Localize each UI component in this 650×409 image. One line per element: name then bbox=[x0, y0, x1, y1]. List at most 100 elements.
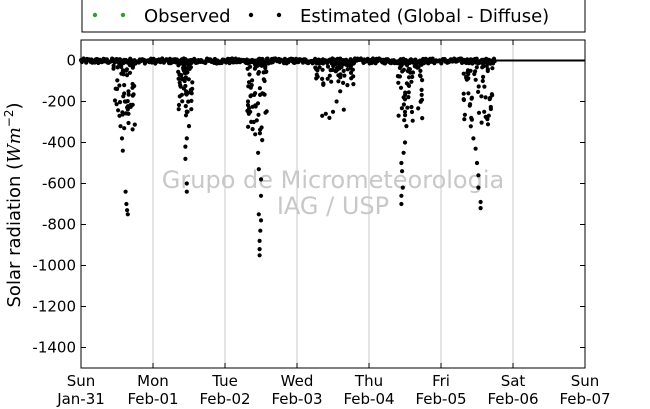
data-point bbox=[418, 74, 423, 79]
x-grid bbox=[152, 40, 514, 368]
data-point bbox=[259, 63, 264, 68]
data-point bbox=[418, 99, 423, 104]
data-point bbox=[473, 146, 478, 151]
data-point bbox=[176, 63, 181, 68]
data-point bbox=[396, 80, 401, 85]
data-point bbox=[462, 112, 467, 117]
data-point bbox=[245, 99, 251, 104]
data-point bbox=[176, 102, 182, 108]
data-point bbox=[349, 62, 354, 67]
data-point bbox=[119, 136, 125, 141]
data-point bbox=[461, 71, 466, 76]
data-point bbox=[408, 70, 413, 75]
data-point bbox=[300, 60, 306, 65]
data-point bbox=[120, 68, 125, 73]
data-point bbox=[250, 104, 255, 109]
data-point bbox=[132, 83, 137, 89]
data-point bbox=[401, 67, 406, 72]
x-tick-label-day: Fri bbox=[432, 372, 450, 390]
data-point bbox=[124, 73, 130, 78]
data-point bbox=[256, 70, 261, 75]
data-point bbox=[348, 66, 353, 71]
data-point bbox=[396, 74, 401, 79]
x-tick-label-day: Wed bbox=[281, 372, 314, 390]
data-point bbox=[313, 65, 318, 70]
data-point bbox=[258, 193, 264, 198]
data-point bbox=[419, 87, 424, 92]
x-tick-label-day: Tue bbox=[211, 372, 238, 390]
data-point bbox=[467, 103, 472, 108]
data-point bbox=[482, 84, 487, 89]
data-point bbox=[120, 148, 125, 153]
data-point bbox=[420, 61, 425, 66]
data-point bbox=[126, 120, 131, 126]
data-point bbox=[257, 247, 262, 252]
data-point bbox=[338, 89, 343, 94]
data-point bbox=[473, 77, 478, 82]
data-point bbox=[184, 89, 189, 94]
data-point bbox=[248, 109, 253, 114]
data-point bbox=[410, 118, 415, 123]
data-point bbox=[406, 83, 411, 88]
data-point bbox=[257, 86, 262, 91]
data-point bbox=[176, 76, 181, 81]
data-point bbox=[402, 109, 408, 114]
data-point bbox=[189, 98, 194, 103]
data-point bbox=[400, 185, 405, 190]
legend-marker-estimated-1 bbox=[248, 12, 254, 18]
data-point bbox=[464, 74, 469, 79]
data-point bbox=[399, 193, 404, 198]
y-tick-label: -1000 bbox=[32, 257, 76, 275]
data-point bbox=[184, 92, 189, 97]
data-point bbox=[317, 65, 322, 70]
data-point bbox=[403, 90, 408, 95]
data-point bbox=[402, 140, 408, 145]
x-tick-label-day: Sat bbox=[501, 372, 526, 390]
data-point bbox=[325, 64, 331, 69]
data-point bbox=[248, 85, 253, 90]
data-point bbox=[258, 228, 263, 233]
data-point bbox=[184, 136, 189, 141]
data-point bbox=[399, 160, 404, 166]
data-point bbox=[127, 70, 133, 75]
data-point bbox=[462, 117, 467, 122]
data-point bbox=[476, 84, 481, 89]
data-point bbox=[317, 61, 322, 66]
data-point bbox=[406, 90, 411, 95]
data-point bbox=[256, 112, 261, 117]
data-point bbox=[124, 67, 129, 72]
data-point bbox=[177, 94, 182, 99]
data-point bbox=[400, 169, 405, 174]
data-point bbox=[349, 76, 354, 81]
data-point bbox=[327, 115, 332, 120]
data-point bbox=[247, 72, 252, 77]
data-point bbox=[405, 105, 410, 110]
data-point bbox=[257, 131, 262, 136]
data-point bbox=[465, 70, 470, 75]
data-point bbox=[479, 120, 484, 125]
data-point bbox=[402, 118, 407, 123]
data-point bbox=[186, 99, 191, 104]
data-point bbox=[183, 144, 188, 149]
data-point bbox=[406, 75, 412, 80]
data-point bbox=[420, 78, 425, 83]
x-tick-label-day: Thu bbox=[354, 372, 383, 390]
x-tick-label-day: Mon bbox=[137, 372, 169, 390]
data-point bbox=[184, 189, 189, 194]
data-point bbox=[488, 104, 493, 110]
y-axis-title: Solar radiation (Wm−2) bbox=[2, 102, 25, 307]
data-point bbox=[398, 85, 404, 90]
data-point bbox=[189, 107, 194, 112]
y-axis: 0 -200 -400 -600 -800 -1000 -1200 -1400 bbox=[32, 52, 585, 357]
data-point bbox=[490, 66, 495, 71]
data-point bbox=[257, 238, 262, 243]
data-point bbox=[180, 61, 185, 66]
data-point bbox=[330, 109, 336, 114]
data-point bbox=[183, 104, 188, 109]
data-point bbox=[478, 206, 483, 211]
data-point bbox=[126, 89, 131, 94]
data-point bbox=[476, 89, 481, 94]
data-point bbox=[260, 138, 265, 143]
data-point bbox=[119, 63, 124, 68]
data-point bbox=[122, 126, 127, 131]
